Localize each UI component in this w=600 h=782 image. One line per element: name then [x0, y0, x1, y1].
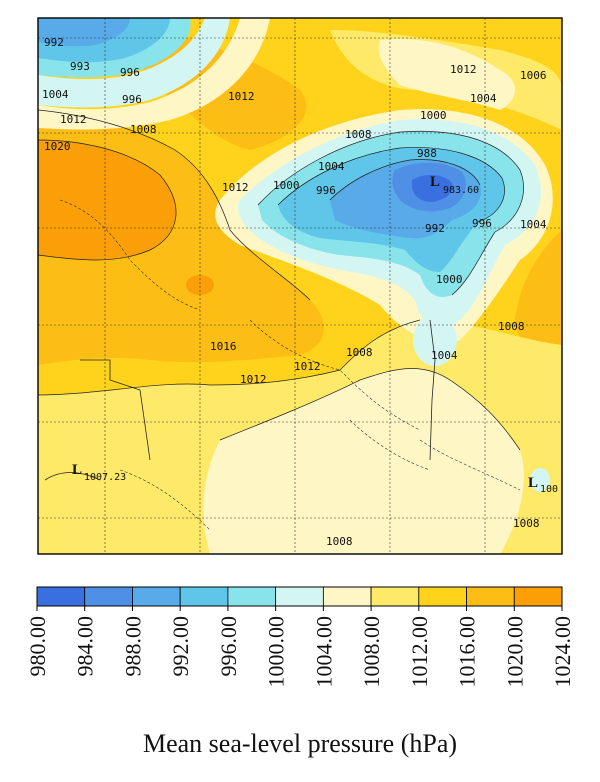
colorbar-tick-label: 1004.00: [311, 616, 336, 688]
colorbar-bin: [466, 586, 515, 607]
contour-label: 1008: [345, 128, 372, 141]
field-1004-band-north: [378, 39, 515, 110]
field-1004-band-south: [203, 368, 524, 554]
field-980-core: [411, 174, 453, 202]
field-nw-1000-band: [38, 18, 230, 108]
contour-label: 1012: [222, 181, 249, 194]
low-center-value: 983.60: [443, 185, 479, 196]
contour-labels: 992 993 996 1004 996 1012 1012 1012 1006…: [42, 36, 547, 548]
colorbar-bin: [84, 586, 133, 607]
contour-label: 988: [417, 147, 437, 160]
colorbar-tick-label: 1016.00: [455, 616, 480, 688]
contour-label: 1008: [513, 517, 540, 530]
colorbar-tick-label: 1020.00: [502, 616, 527, 688]
contour-label: 1020: [44, 140, 71, 153]
colorbar-bin: [275, 586, 324, 607]
contour-label: 1012: [294, 360, 321, 373]
colorbar-bin: [132, 586, 181, 607]
contour-label: 1012: [450, 63, 477, 76]
low-centers: L 983.60 L 1007.23 L 100: [72, 174, 558, 495]
contour-label: 1004: [42, 88, 69, 101]
colorbar-title: Mean sea-level pressure (hPa): [143, 729, 457, 758]
pressure-field: [38, 18, 562, 554]
contour-label: 1004: [431, 349, 458, 362]
colorbar-bin: [36, 586, 86, 607]
low-center-marker: L: [72, 462, 82, 478]
coastlines: [44, 319, 436, 481]
contour-label: 1000: [436, 273, 463, 286]
colorbar-bin: [513, 586, 563, 607]
colorbar-tick-label: 1008.00: [359, 616, 384, 688]
colorbar-bin: [418, 586, 467, 607]
contour-label: 993: [70, 60, 90, 73]
field-1000-blob-south: [413, 314, 457, 366]
contour-label: 1012: [60, 113, 87, 126]
borders: [59, 199, 521, 531]
contour-label: 1000: [420, 109, 447, 122]
field-nw-1004-band: [38, 18, 270, 130]
low-center-value: 100: [540, 484, 558, 495]
contour-label: 1012: [228, 90, 255, 103]
contour-label: 996: [122, 93, 142, 106]
colorbar-bin: [370, 586, 420, 607]
low-center-marker: L: [528, 475, 538, 491]
contour-label: 1000: [273, 179, 300, 192]
colorbar-bin: [179, 586, 229, 607]
contour-label: 996: [472, 217, 492, 230]
colorbar-ticks: 980.00 984.00 988.00 992.00 996.00 1000.00 100…: [25, 606, 575, 688]
field-1020-core-west: [38, 140, 177, 260]
map-frame: [37, 17, 563, 555]
contour-label: 1012: [240, 373, 267, 386]
colorbar-bins: [36, 586, 563, 607]
contour-label: 1008: [346, 346, 373, 359]
colorbar: 980.00 984.00 988.00 992.00 996.00 1000.00 100…: [25, 586, 575, 758]
low-center-marker: L: [430, 174, 440, 190]
contour-label: 1004: [318, 160, 345, 173]
colorbar-tick-label: 1012.00: [407, 616, 432, 688]
graticule: [38, 18, 562, 554]
colorbar-tick-label: 988.00: [120, 616, 145, 677]
contour-label: 992: [44, 36, 64, 49]
contour-label: 992: [425, 222, 445, 235]
field-1020-blob: [186, 275, 214, 295]
field-se-low: [530, 468, 550, 492]
low-center-value: 1007.23: [84, 472, 126, 483]
contour-label: 996: [120, 66, 140, 79]
contour-label: 1006: [520, 69, 547, 82]
contour-label: 1004: [470, 92, 497, 105]
colorbar-frame: [36, 586, 563, 607]
contour-label: 1004: [520, 218, 547, 231]
contour-label: 1008: [130, 123, 157, 136]
contour-label: 1008: [498, 320, 525, 333]
colorbar-tick-label: 992.00: [168, 616, 193, 677]
contour-label: 1016: [210, 340, 237, 353]
colorbar-tick-label: 1024.00: [550, 616, 575, 688]
colorbar-bin: [322, 586, 372, 607]
colorbar-tick-label: 996.00: [216, 616, 241, 677]
contour-label: 996: [316, 184, 336, 197]
colorbar-bin: [227, 586, 277, 607]
contour-label: 1008: [326, 535, 353, 548]
colorbar-tick-label: 984.00: [73, 616, 98, 677]
field-nw-988-band: [38, 18, 130, 47]
colorbar-tick-label: 980.00: [25, 616, 50, 677]
colorbar-tick-label: 1000.00: [264, 616, 289, 688]
isobar-lines: [38, 109, 524, 451]
